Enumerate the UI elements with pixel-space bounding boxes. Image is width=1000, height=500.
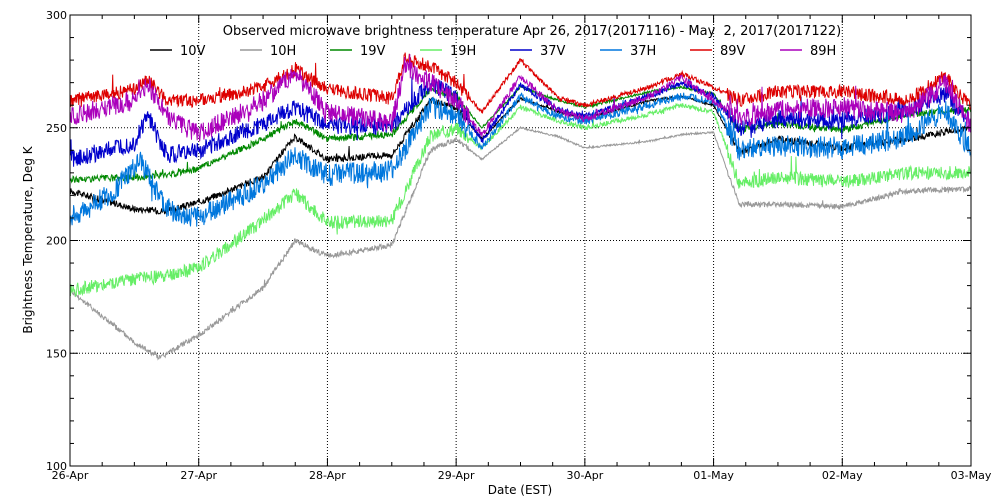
legend-item-19H: 19H [420,44,476,59]
legend-item-37H: 37H [600,44,656,59]
series-line-10V [69,94,972,216]
legend-label: 19H [450,44,476,59]
series-line-89H [69,54,972,142]
x-axis-title: Date (EST) [488,483,552,497]
legend-label: 89H [810,44,836,59]
x-tick-label: 30-Apr [566,469,603,482]
legend-label: 10V [180,44,206,59]
series-layer [69,52,972,361]
series-line-89V [69,52,972,114]
x-tick-label: 29-Apr [438,469,475,482]
y-tick-label: 250 [46,122,67,135]
legend-item-37V: 37V [510,44,566,59]
y-tick-label: 300 [46,9,67,22]
legend-item-89V: 89V [690,44,746,59]
x-tick-label: 26-Apr [52,469,89,482]
label-layer: 100 150 200 250 300 26-Apr 27-Apr 28-Apr 29-Apr 3… [46,9,992,482]
legend-label: 37V [540,44,566,59]
legend-item-10V: 10V [150,44,206,59]
y-tick-label: 100 [46,460,67,473]
y-tick-label: 200 [46,235,67,248]
series-line-37V [69,76,972,167]
x-tick-label: 03-May [951,469,992,482]
chart-title: Observed microwave brightness temperatur… [223,24,841,39]
x-tick-label: 01-May [693,469,734,482]
legend-item-10H: 10H [240,44,296,59]
legend-label: 10H [270,44,296,59]
legend-item-19V: 19V [330,44,386,59]
legend-label: 89V [720,44,746,59]
legend-label: 19V [360,44,386,59]
tick-layer [69,14,972,467]
series-line-37H [69,92,972,228]
legend-item-89H: 89H [780,44,836,59]
x-tick-label: 28-Apr [309,469,346,482]
legend: 10V 10H 19V 19H 37V 37H 89V 89H [150,44,836,59]
x-tick-label: 27-Apr [180,469,217,482]
y-axis-title: Brightness Temperature, Deg K [21,145,35,333]
legend-label: 37H [630,44,656,59]
series-line-10H [69,125,972,361]
series-line-19H [69,102,972,298]
y-tick-label: 150 [46,347,67,360]
x-tick-label: 02-May [822,469,863,482]
